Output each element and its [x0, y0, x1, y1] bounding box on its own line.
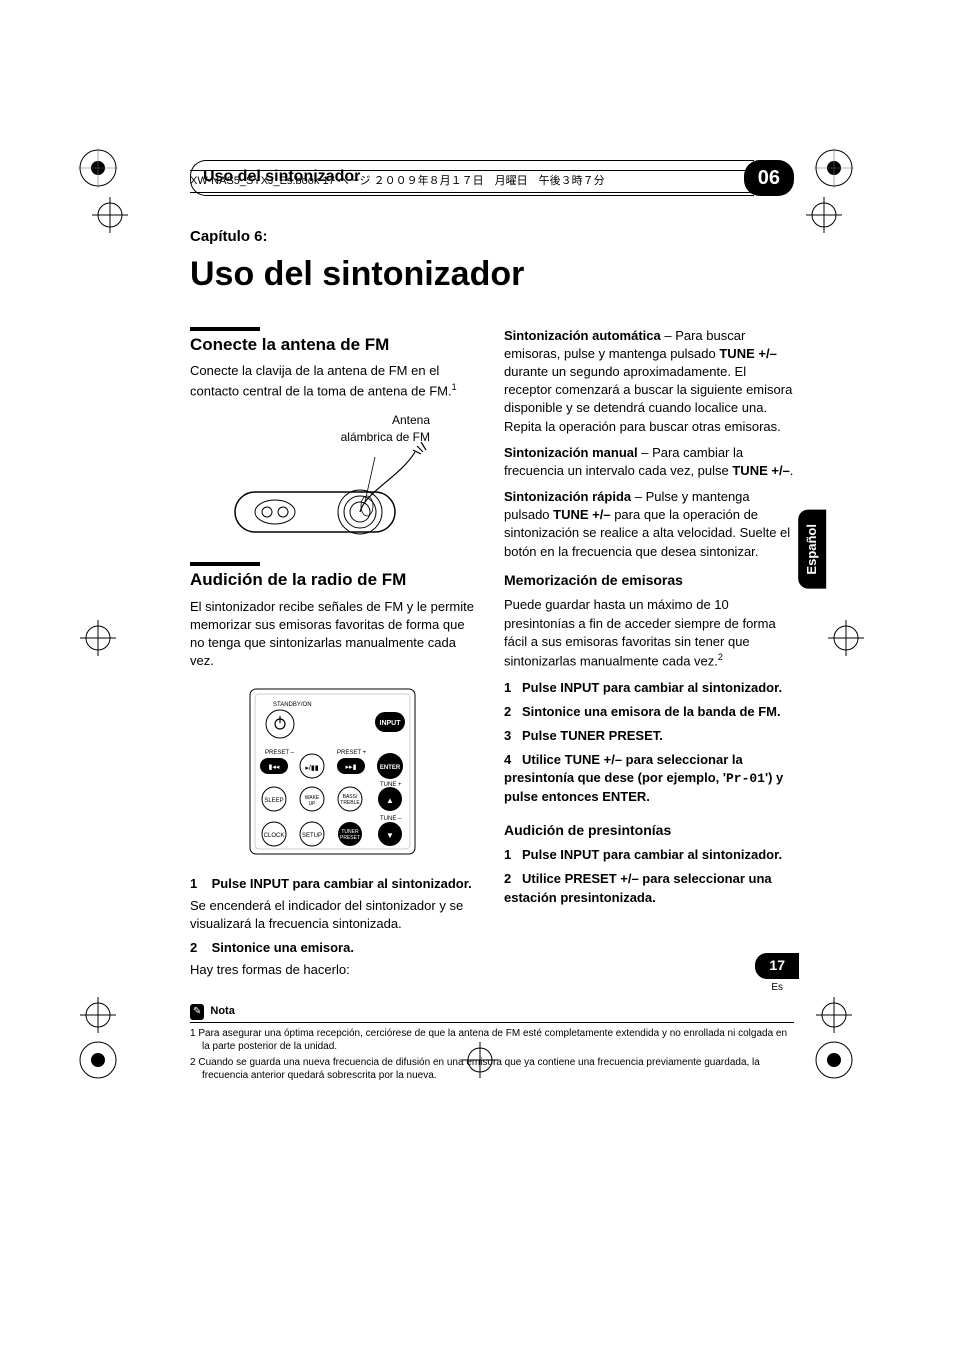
note-1: 1 Para asegurar una óptima recepción, ce… — [190, 1027, 794, 1054]
heading-memorization: Memorización de emisoras — [504, 571, 794, 591]
svg-text:INPUT: INPUT — [380, 720, 402, 727]
svg-text:STANDBY/ON: STANDBY/ON — [273, 702, 312, 708]
svg-text:PRESET +: PRESET + — [337, 750, 367, 756]
svg-text:UP: UP — [309, 801, 317, 807]
svg-text:TUNE –: TUNE – — [380, 816, 402, 822]
svg-text:SETUP: SETUP — [302, 833, 322, 839]
section-title: Uso del sintonizador — [203, 168, 360, 185]
paragraph: Puede guardar hasta un máximo de 10 pres… — [504, 596, 794, 670]
svg-text:PRESET –: PRESET – — [265, 750, 295, 756]
svg-text:▮◂◂: ▮◂◂ — [269, 764, 280, 771]
step-desc: Hay tres formas de hacerlo: — [190, 961, 480, 979]
preset-step-2: 2Utilice PRESET +/– para seleccionar una… — [504, 870, 794, 906]
mem-step-2: 2Sintonice una emisora de la banda de FM… — [504, 703, 794, 721]
note-2: 2 Cuando se guarda una nueva frecuencia … — [190, 1056, 794, 1083]
paragraph: Conecte la clavija de la antena de FM en… — [190, 362, 480, 400]
chapter-label: Capítulo 6: — [190, 226, 794, 247]
antenna-diagram: Antenaalámbrica de FM — [190, 412, 480, 542]
section-header: Uso del sintonizador 06 — [190, 160, 794, 196]
mem-step-4: 4Utilice TUNE +/– para seleccionar la pr… — [504, 751, 794, 807]
svg-text:CLOCK: CLOCK — [264, 833, 285, 839]
heading-connect-antenna: Conecte la antena de FM — [190, 333, 480, 357]
svg-text:ENTER: ENTER — [380, 765, 401, 771]
heading-listen-fm: Audición de la radio de FM — [190, 568, 480, 592]
svg-text:▼: ▼ — [386, 831, 394, 840]
language-tab: Español — [798, 510, 826, 589]
step-2: 2 Sintonice una emisora. — [190, 939, 480, 957]
svg-text:▸▸▮: ▸▸▮ — [346, 764, 357, 771]
step-desc: Se encenderá el indicador del sintonizad… — [190, 897, 480, 933]
step-1: 1 Pulse INPUT para cambiar al sintonizad… — [190, 875, 480, 893]
heading-listen-presets: Audición de presintonías — [504, 821, 794, 841]
paragraph: Sintonización manual – Para cambiar la f… — [504, 444, 794, 480]
mem-step-1: 1Pulse INPUT para cambiar al sintonizado… — [504, 679, 794, 697]
svg-text:TREBLE: TREBLE — [340, 800, 360, 806]
svg-text:▲: ▲ — [386, 796, 394, 805]
svg-text:SLEEP: SLEEP — [264, 798, 283, 804]
page-number: 17 Es — [755, 953, 799, 995]
paragraph: Sintonización rápida – Pulse y mantenga … — [504, 488, 794, 561]
paragraph: El sintonizador recibe señales de FM y l… — [190, 598, 480, 671]
preset-step-1: 1Pulse INPUT para cambiar al sintonizado… — [504, 846, 794, 864]
paragraph: Sintonización automática – Para buscar e… — [504, 327, 794, 436]
chapter-title: Uso del sintonizador — [190, 251, 794, 299]
remote-diagram: STANDBY/ON INPUT PRESET – ▮◂◂ ▸/▮▮ PRESE… — [190, 684, 480, 864]
svg-text:PRESET: PRESET — [340, 835, 360, 841]
mem-step-3: 3Pulse TUNER PRESET. — [504, 727, 794, 745]
section-number-badge: 06 — [744, 160, 794, 196]
note-icon: ✎ — [190, 1004, 204, 1020]
svg-text:▸/▮▮: ▸/▮▮ — [305, 765, 318, 772]
notes-header: ✎ Nota — [190, 1004, 794, 1023]
